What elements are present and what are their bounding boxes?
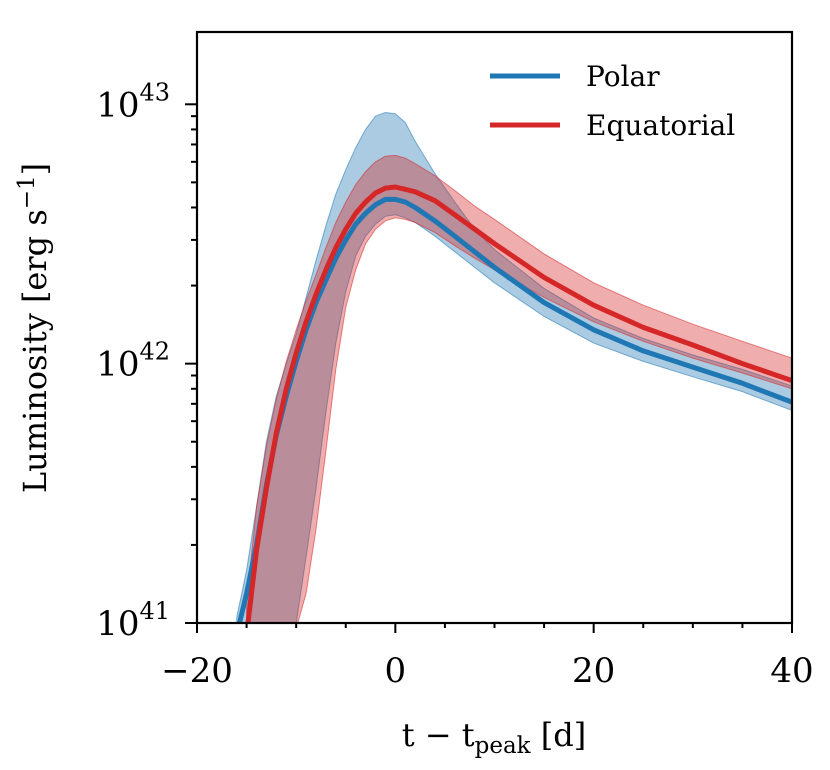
legend-label-equatorial: Equatorial <box>586 109 735 142</box>
x-tick-label: 0 <box>385 651 407 691</box>
y-axis-ticks: 1041 1042 1043 <box>96 78 197 644</box>
x-tick-label: 20 <box>572 651 615 691</box>
series-lines <box>236 184 792 623</box>
confidence-bands <box>236 111 792 623</box>
y-tick-label: 1043 <box>96 78 170 125</box>
line-equatorial <box>245 184 792 623</box>
x-axis-label: t − tpeak [d] <box>402 716 586 759</box>
y-tick-label: 1041 <box>96 597 170 644</box>
y-axis-label: Luminosity [erg s−1] <box>14 163 54 493</box>
band-polar <box>236 111 792 623</box>
x-axis-ticks: −20 0 20 40 <box>161 623 814 691</box>
x-tick-label: 40 <box>770 651 813 691</box>
y-tick-label: 1042 <box>96 338 170 385</box>
x-tick-label: −20 <box>161 651 233 691</box>
band-equatorial <box>246 154 792 623</box>
legend-label-polar: Polar <box>586 60 660 93</box>
legend: Polar Equatorial <box>490 60 735 142</box>
